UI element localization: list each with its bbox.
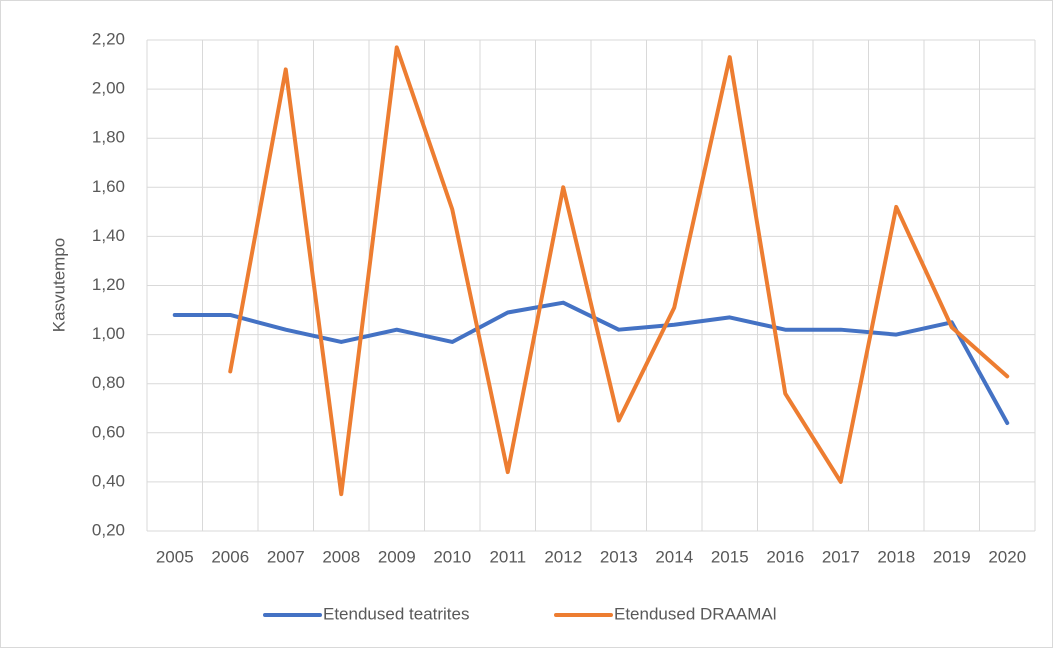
y-tick-label: 0,80 [92, 373, 125, 392]
x-tick-label: 2015 [711, 547, 749, 566]
x-tick-label: 2016 [766, 547, 804, 566]
x-tick-label: 2013 [600, 547, 638, 566]
x-tick-label: 2011 [489, 547, 526, 566]
x-tick-label: 2018 [877, 547, 915, 566]
y-tick-label: 2,20 [92, 29, 125, 48]
x-tick-label: 2006 [211, 547, 249, 566]
x-tick-label: 2019 [933, 547, 971, 566]
y-tick-label: 1,60 [92, 177, 125, 196]
x-tick-label: 2014 [655, 547, 693, 566]
x-tick-label: 2012 [544, 547, 582, 566]
y-tick-label: 1,40 [92, 226, 125, 245]
y-tick-label: 0,20 [92, 520, 125, 539]
legend-label: Etendused DRAAMAl [614, 604, 777, 623]
y-tick-label: 1,00 [92, 324, 125, 343]
x-tick-label: 2007 [267, 547, 305, 566]
y-tick-label: 0,60 [92, 422, 125, 441]
series-line [172, 300, 1010, 425]
x-tick-label: 2010 [433, 547, 471, 566]
series-line [228, 45, 1010, 497]
legend-label: Etendused teatrites [323, 604, 469, 623]
x-tick-label: 2009 [378, 547, 416, 566]
y-tick-label: 1,20 [92, 275, 125, 294]
x-tick-label: 2005 [156, 547, 194, 566]
x-tick-label: 2017 [822, 547, 860, 566]
y-tick-label: 1,80 [92, 128, 125, 147]
y-axis-label: Kasvutempo [49, 238, 68, 333]
x-tick-label: 2008 [322, 547, 360, 566]
x-tick-label: 2020 [988, 547, 1026, 566]
y-tick-label: 0,40 [92, 471, 125, 490]
y-tick-label: 2,00 [92, 79, 125, 98]
